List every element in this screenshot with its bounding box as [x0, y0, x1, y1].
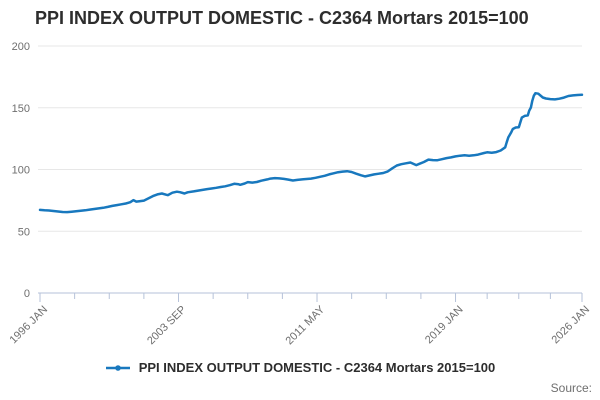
- chart-title: PPI INDEX OUTPUT DOMESTIC - C2364 Mortar…: [35, 8, 529, 28]
- x-axis-tick-label: 2026 JAN: [549, 304, 592, 347]
- plot-area: 0 50 100 150 200 1996 JAN 2003 SEP 2011 MAY 2019…: [7, 41, 592, 348]
- legend-label: PPI INDEX OUTPUT DOMESTIC - C2364 Mortar…: [138, 360, 496, 375]
- source-credit: Source:: [550, 381, 592, 395]
- y-axis-tick-label: 200: [12, 41, 30, 53]
- x-axis-tick-label: 2011 MAY: [283, 303, 327, 347]
- legend-line-marker-icon: [105, 364, 130, 371]
- y-axis-tick-label: 150: [12, 103, 30, 115]
- y-axis-tick-label: 100: [12, 165, 30, 177]
- y-axis-tick-label: 0: [24, 288, 30, 300]
- y-axis-tick-label: 50: [18, 226, 30, 238]
- data-series-line: [38, 91, 584, 214]
- x-axis-tick-label: 2003 SEP: [145, 304, 189, 348]
- x-axis-tick-label: 1996 JAN: [7, 304, 50, 347]
- x-axis-tick-label: 2019 JAN: [423, 304, 466, 347]
- legend[interactable]: PPI INDEX OUTPUT DOMESTIC - C2364 Mortar…: [0, 360, 600, 375]
